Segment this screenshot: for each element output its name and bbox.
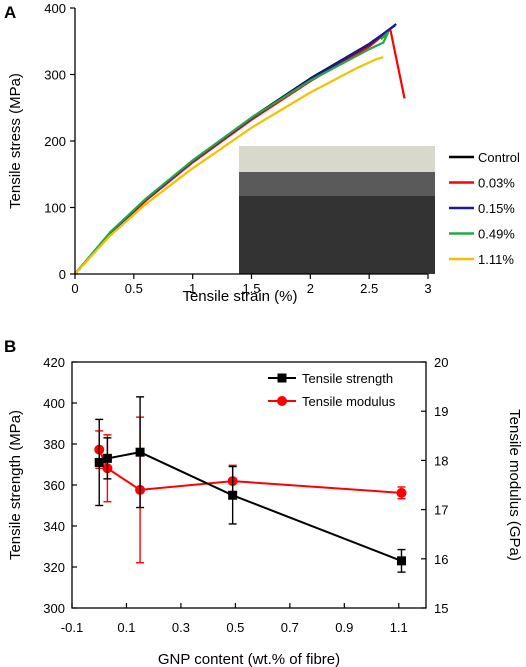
y-tick-label-b-right: 18 [434, 453, 448, 468]
legend-label-a: 0.15% [478, 201, 515, 216]
x-axis-label-b: GNP content (wt.% of fibre) [158, 651, 340, 667]
y-tick-label-b-right: 15 [434, 601, 448, 616]
y-axis-label-b-left: Tensile strength (MPa) [7, 410, 24, 560]
y-tick-label-b-left: 320 [43, 560, 65, 575]
legend-label-a: Control [478, 150, 520, 165]
y-tick-label-b-left: 340 [43, 519, 65, 534]
x-tick-label-a: 1 [189, 281, 196, 296]
data-point-tensile-strength [135, 447, 145, 457]
y-tick-label-a: 200 [44, 134, 66, 149]
legend-label-b: Tensile modulus [302, 394, 396, 409]
series-line-1-11- [74, 56, 384, 275]
x-tick-label-a: 0 [71, 281, 78, 296]
x-tick-label-a: 1.5 [242, 281, 260, 296]
y-tick-label-b-left: 300 [43, 601, 65, 616]
y-tick-label-b-left: 400 [43, 396, 65, 411]
y-tick-label-b-right: 19 [434, 404, 448, 419]
x-tick-label-b: 1.1 [390, 620, 408, 635]
data-point-tensile-strength [396, 556, 406, 566]
y-tick-label-b-left: 360 [43, 478, 65, 493]
x-tick-label-a: 2 [307, 281, 314, 296]
data-point-tensile-strength [102, 453, 112, 463]
data-point-tensile-strength [228, 490, 238, 500]
data-point-tensile-strength [94, 457, 104, 467]
y-tick-label-b-left: 380 [43, 437, 65, 452]
legend-label-a: 1.11% [478, 252, 514, 267]
x-tick-label-b: 0.3 [172, 620, 190, 635]
x-tick-label-a: 2.5 [360, 281, 378, 296]
y-tick-label-a: 0 [59, 267, 66, 282]
legend-label-a: 0.49% [478, 227, 515, 242]
legend-label-a: 0.03% [478, 176, 515, 191]
panel-label-a: A [4, 3, 16, 22]
series-line-0-49- [74, 31, 390, 275]
x-tick-label-a: 3 [424, 281, 431, 296]
x-tick-label-a: 0.5 [125, 281, 143, 296]
y-tick-label-b-right: 20 [434, 355, 448, 370]
y-axis-label-b-right: Tensile modulus (GPa) [506, 409, 523, 561]
x-axis-label-a: Tensile strain (%) [182, 288, 297, 305]
stress-strain-chart: 0 0.5 1 1.5 2 2.5 3 0 100 200 300 400 Control 0.03% 0… [7, 1, 520, 305]
data-point-tensile-modulus [396, 487, 407, 498]
y-tick-label-b-left: 420 [43, 355, 65, 370]
series-line-tensile-strength [98, 451, 402, 562]
specimen-photo [239, 146, 435, 274]
y-tick-label-b-right: 16 [434, 552, 448, 567]
y-tick-label-a: 100 [44, 201, 66, 216]
legend-label-b: Tensile strength [302, 371, 393, 386]
y-axis-label-a: Tensile stress (MPa) [7, 73, 24, 209]
y-tick-label-a: 400 [44, 1, 66, 16]
x-tick-label-b: 0.9 [335, 620, 353, 635]
legend-marker-b [277, 373, 287, 383]
legend-marker-b [277, 396, 287, 406]
y-tick-label-a: 300 [44, 68, 66, 83]
x-tick-label-b: 0.7 [281, 620, 299, 635]
y-tick-label-b-right: 17 [434, 503, 448, 518]
panel-label-b: B [4, 337, 16, 356]
x-tick-label-b: -0.1 [61, 620, 83, 635]
gnp-content-chart: -0.1 0.1 0.3 0.5 0.7 0.9 1.1 300 320 340 360 380 400… [7, 355, 523, 667]
x-tick-label-b: 0.1 [117, 620, 135, 635]
x-tick-label-b: 0.5 [226, 620, 244, 635]
